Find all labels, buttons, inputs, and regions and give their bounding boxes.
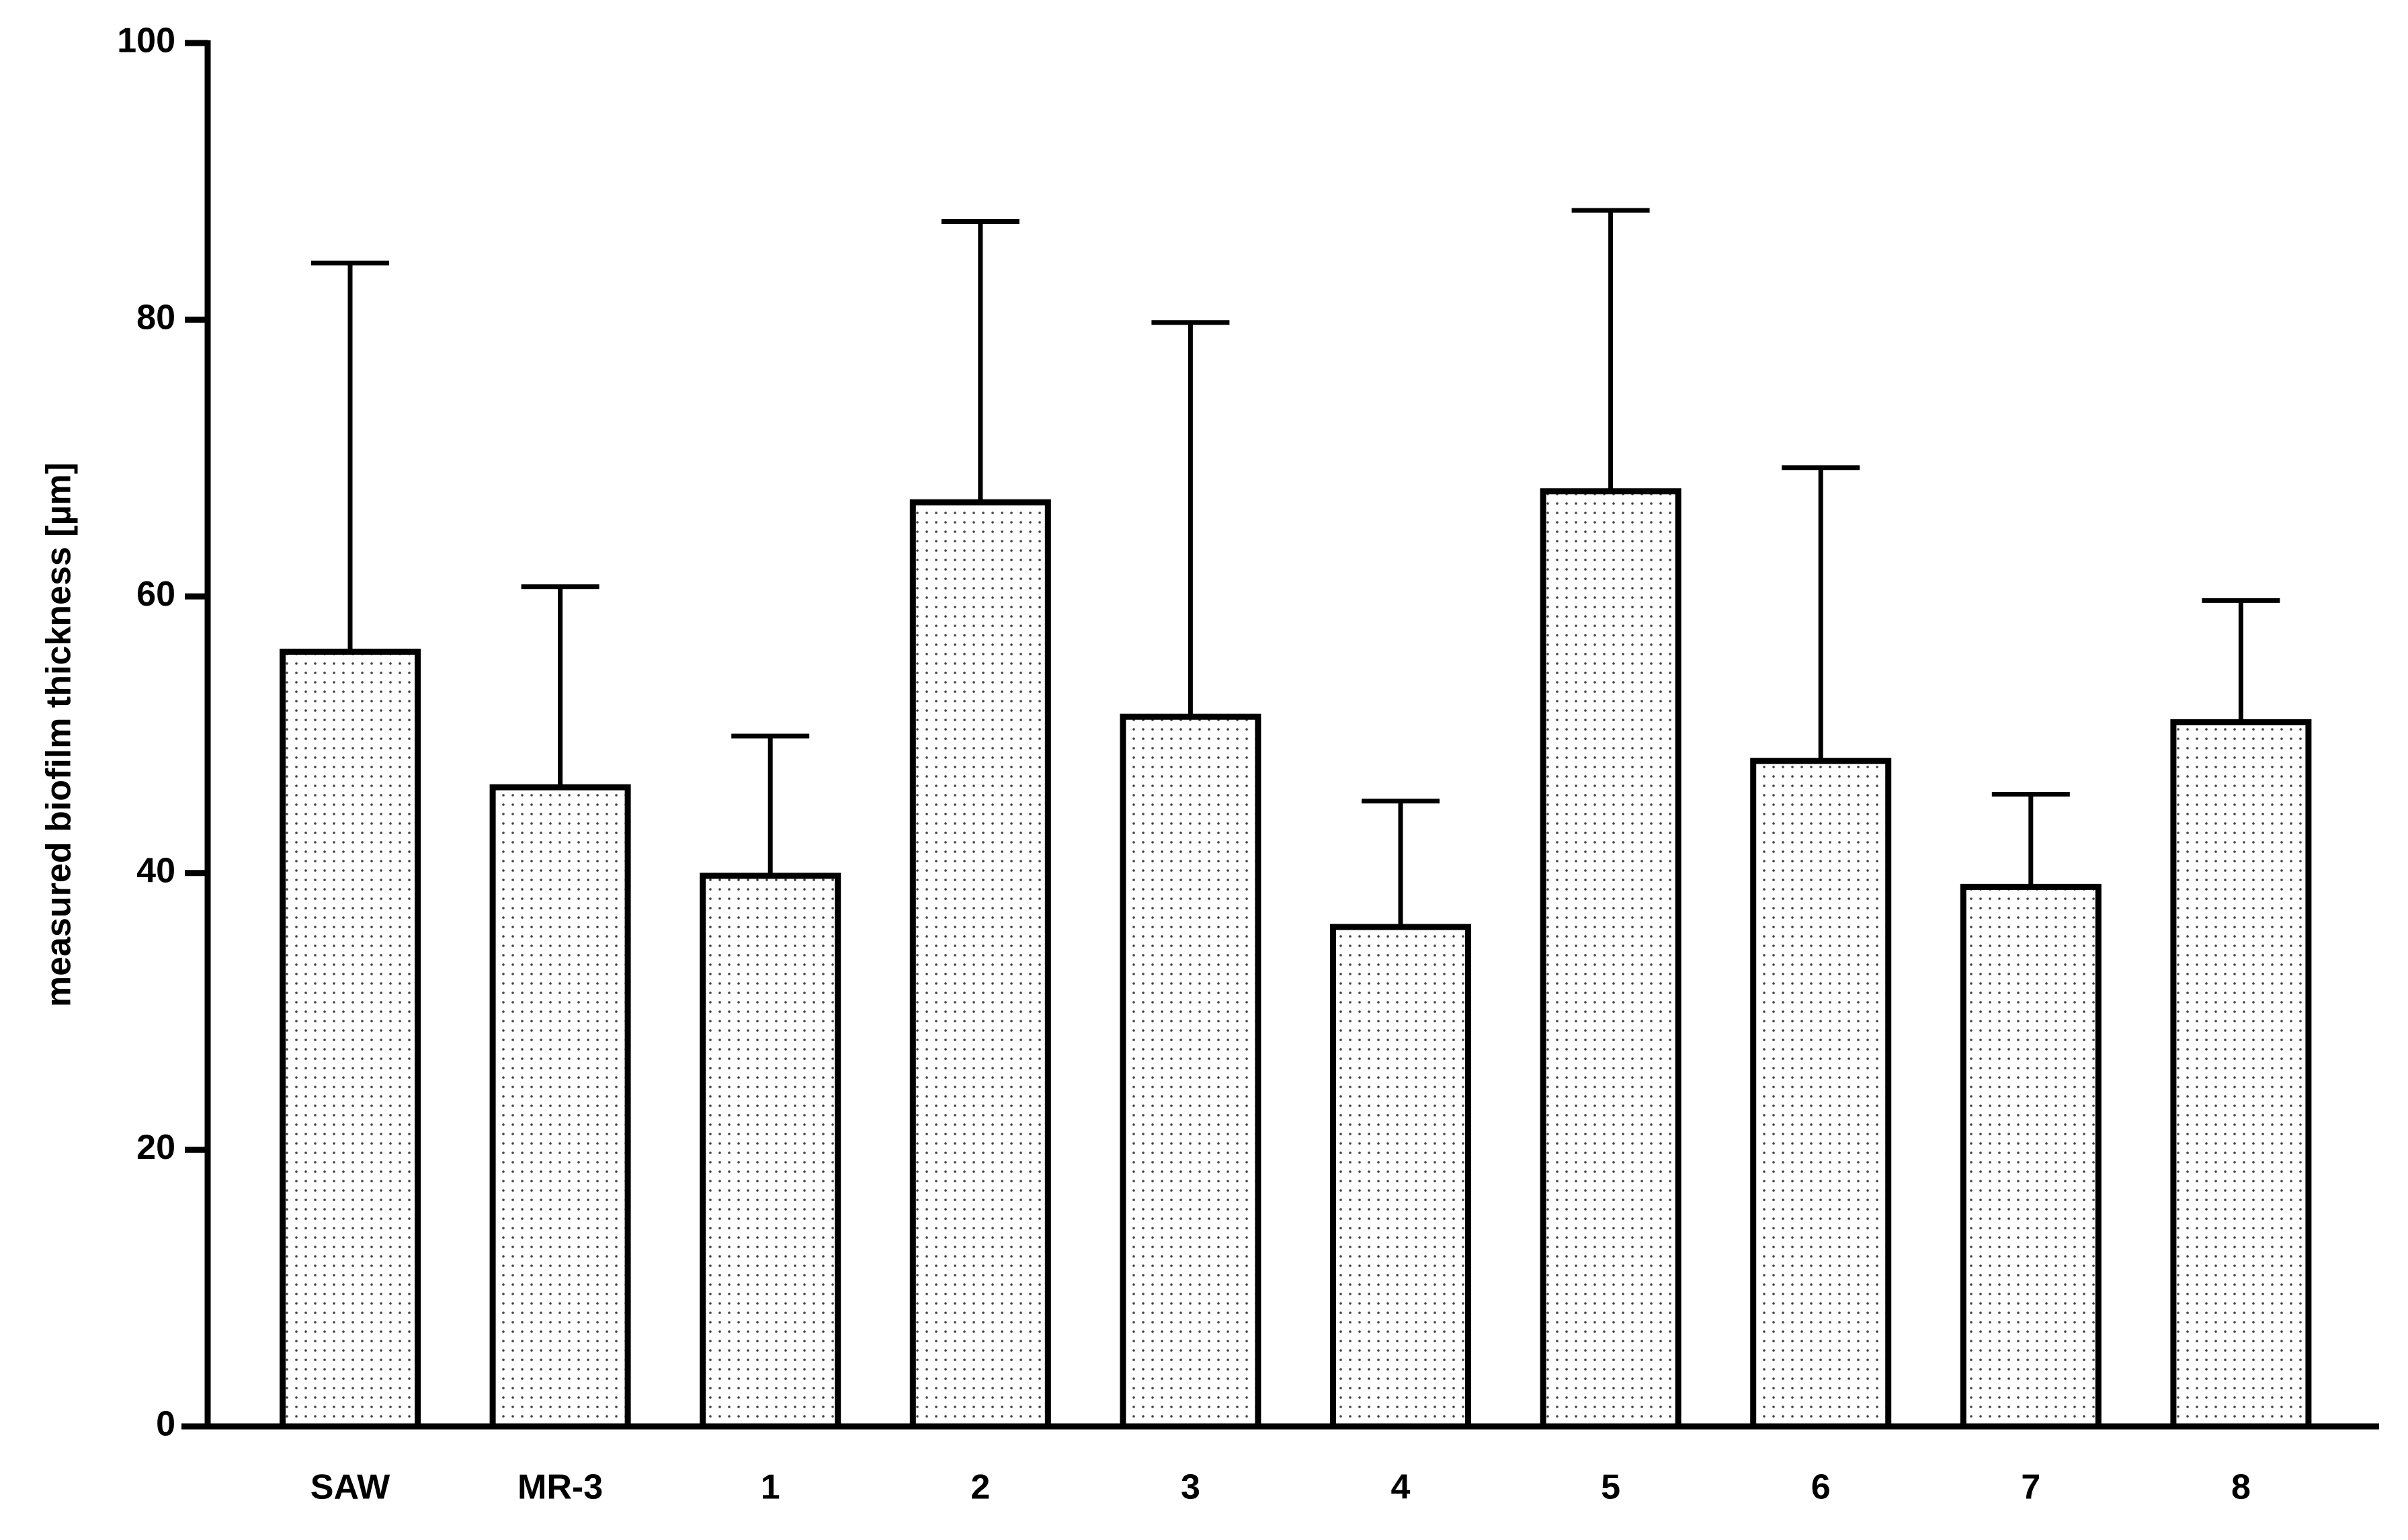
x-tick-label: SAW (310, 1468, 390, 1507)
y-axis-label: measured biofilm thickness [µm] (40, 462, 79, 1007)
x-tick-label: 3 (1181, 1468, 1200, 1507)
bar (700, 873, 841, 1430)
x-tick-label: 8 (2231, 1468, 2251, 1507)
bar (909, 499, 1051, 1430)
y-tick-label: 60 (136, 575, 175, 614)
bar (1330, 924, 1471, 1430)
x-tick-label: 4 (1391, 1468, 1411, 1507)
bar (1960, 883, 2102, 1430)
bar (489, 784, 631, 1430)
y-tick-label: 0 (156, 1405, 175, 1444)
x-tick-label: 6 (1811, 1468, 1831, 1507)
y-tick-label: 100 (117, 22, 175, 60)
x-tick-label: 2 (970, 1468, 990, 1507)
bar (1750, 758, 1892, 1430)
y-tick-label: 20 (136, 1128, 175, 1167)
y-tick-label: 40 (136, 852, 175, 891)
y-tick-label: 80 (136, 298, 175, 337)
bar (280, 649, 421, 1430)
x-tick-label: 5 (1601, 1468, 1620, 1507)
bar (2170, 719, 2312, 1430)
x-tick-label: MR-3 (517, 1468, 603, 1507)
x-tick-label: 1 (761, 1468, 780, 1507)
bar (1120, 713, 1261, 1430)
x-tick-label: 7 (2021, 1468, 2040, 1507)
bar (1540, 488, 1682, 1430)
